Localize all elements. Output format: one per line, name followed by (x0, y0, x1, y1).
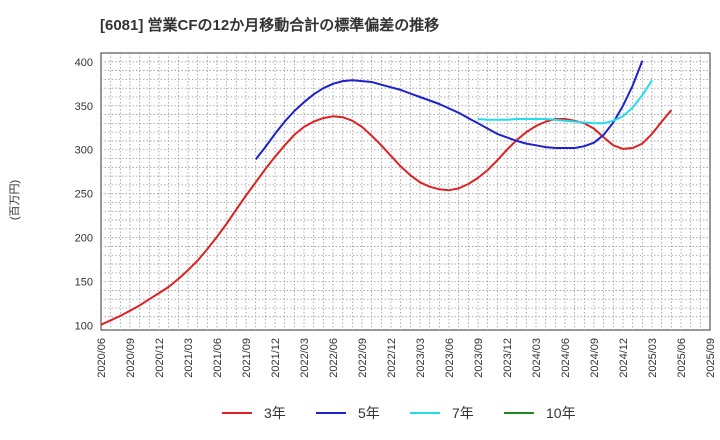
series-lines (100, 60, 673, 326)
x-tick-label: 2021/06 (212, 338, 224, 378)
x-tick-label: 2023/03 (415, 338, 427, 378)
legend-label: 3年 (264, 405, 286, 421)
x-axis-ticks: 2020/06 2020/09 2020/12 2021/03 2021/06 2021/… (96, 338, 717, 378)
chart-title: [6081] 営業CFの12か月移動合計の標準偏差の推移 (100, 16, 439, 34)
x-tick-label: 2024/03 (531, 338, 543, 378)
x-tick-label: 2022/06 (328, 338, 340, 378)
x-tick-label: 2022/03 (299, 338, 311, 378)
y-tick-label: 350 (75, 101, 93, 113)
x-tick-label: 2023/12 (502, 338, 514, 378)
plot-area (100, 52, 711, 331)
x-tick-label: 2022/12 (386, 338, 398, 378)
x-tick-label: 2023/06 (444, 338, 456, 378)
y-tick-label: 200 (75, 233, 93, 245)
y-tick-label: 100 (75, 321, 93, 333)
series-line (254, 60, 644, 161)
x-tick-label: 2025/06 (676, 338, 688, 378)
plot-frame (100, 52, 711, 331)
x-tick-label: 2024/09 (589, 338, 601, 378)
y-tick-label: 150 (75, 277, 93, 289)
x-tick-label: 2023/09 (473, 338, 485, 378)
x-tick-label: 2020/06 (96, 338, 108, 378)
x-tick-label: 2021/12 (270, 338, 282, 378)
series-line (477, 79, 653, 125)
y-tick-label: 250 (75, 189, 93, 201)
x-tick-label: 2020/09 (125, 338, 137, 378)
x-tick-label: 2022/09 (357, 338, 369, 378)
x-tick-label: 2025/03 (647, 338, 659, 378)
x-tick-label: 2024/06 (560, 338, 572, 378)
legend-label: 5年 (358, 405, 380, 421)
x-tick-label: 2021/03 (183, 338, 195, 378)
x-tick-label: 2020/12 (154, 338, 166, 378)
legend: 3年 5年 7年 10年 (222, 405, 576, 421)
legend-label: 7年 (452, 405, 474, 421)
y-tick-label: 300 (75, 145, 93, 157)
x-tick-label: 2021/09 (241, 338, 253, 378)
legend-label: 10年 (546, 405, 576, 421)
x-tick-label: 2025/09 (705, 338, 717, 378)
y-axis-label: (百万円) (9, 180, 21, 220)
grid-lines (101, 53, 710, 330)
x-tick-label: 2024/12 (618, 338, 630, 378)
y-tick-label: 400 (75, 57, 93, 69)
y-axis-ticks: 100 150 200 250 300 350 400 (75, 57, 93, 333)
